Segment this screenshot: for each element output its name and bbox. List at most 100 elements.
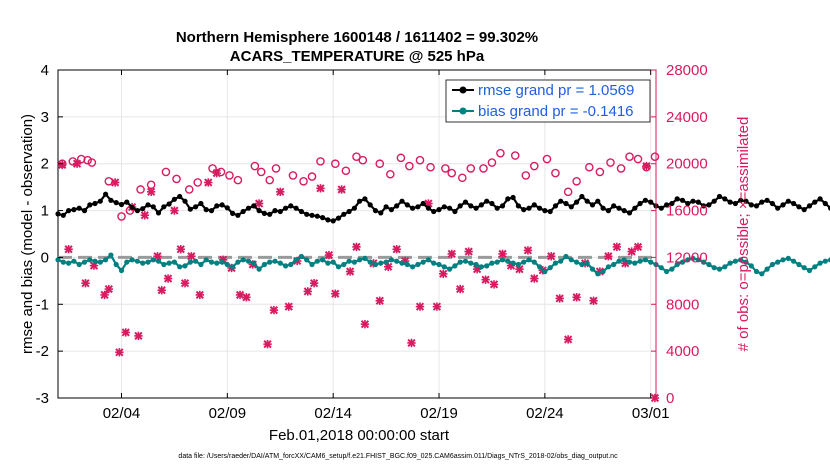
rmse-point: [177, 193, 183, 200]
obs-assimilated-marker: [180, 279, 190, 288]
obs-assimilated-marker: [163, 274, 173, 283]
bias-point: [145, 259, 151, 265]
bias-point: [685, 257, 691, 263]
obs-assimilated-marker: [81, 279, 90, 288]
bias-point: [325, 260, 331, 266]
bias-point: [489, 260, 495, 266]
rmse-point: [203, 207, 209, 213]
x-tick-label: 02/09: [209, 405, 247, 422]
bias-point: [669, 266, 675, 272]
rmse-point: [748, 202, 754, 208]
bias-point: [171, 259, 177, 265]
rmse-point: [785, 198, 791, 204]
bias-point: [150, 257, 156, 263]
rmse-point: [92, 200, 98, 207]
bias-point: [251, 260, 257, 266]
bias-point: [383, 259, 389, 265]
obs-possible-marker: [316, 157, 325, 166]
obs-assimilated-marker: [612, 242, 622, 252]
rmse-point: [753, 203, 760, 209]
chart-title-line1: Northern Hemisphere 1600148 / 1611402 = …: [176, 29, 538, 46]
rmse-point: [140, 206, 146, 212]
obs-possible-marker: [341, 166, 351, 176]
bias-point: [235, 259, 241, 265]
bias-point: [388, 257, 394, 263]
bias-point: [420, 259, 426, 265]
obs-possible-marker: [250, 161, 260, 171]
obs-assimilated-marker: [324, 250, 334, 260]
rmse-point: [129, 204, 135, 210]
rmse-point: [272, 208, 278, 214]
obs-assimilated-marker: [121, 328, 130, 337]
rmse-point: [71, 207, 77, 213]
y-right-tick-label: 8000: [666, 296, 699, 313]
obs-assimilated-marker: [627, 247, 636, 256]
rmse-point: [60, 212, 66, 218]
rmse-point: [97, 198, 103, 204]
obs-possible-marker: [299, 176, 308, 186]
obs-possible-marker: [426, 162, 435, 172]
rmse-point: [330, 218, 336, 224]
rmse-point: [568, 204, 574, 210]
obs-possible-marker: [288, 171, 298, 180]
obs-assimilated-marker: [263, 339, 272, 349]
rmse-point: [695, 199, 701, 205]
rmse-point: [626, 210, 633, 216]
rmse-point: [637, 200, 643, 207]
obs-assimilated-marker: [432, 302, 442, 311]
rmse-point: [351, 205, 357, 211]
bias-point: [198, 261, 204, 268]
bias-point: [584, 260, 590, 266]
rmse-point: [812, 199, 818, 205]
obs-possible-marker: [233, 175, 243, 185]
rmse-point: [791, 200, 797, 207]
obs-possible-marker: [225, 171, 234, 180]
rmse-point: [584, 198, 590, 204]
bias-point: [245, 258, 252, 264]
rmse-point: [542, 208, 548, 214]
bias-point: [410, 264, 416, 270]
bias-point: [605, 264, 612, 270]
bias-point: [589, 266, 596, 272]
rmse-point: [775, 205, 781, 211]
obs-possible-marker: [256, 167, 266, 177]
bias-point: [759, 271, 765, 277]
bias-point: [92, 258, 98, 264]
bias-point: [706, 261, 712, 268]
legend-rmse-label: rmse grand pr = 1.0569: [478, 82, 634, 99]
rmse-point: [87, 202, 93, 208]
bias-point: [505, 258, 511, 264]
obs-assimilated-marker: [195, 290, 205, 300]
y-right-tick-label: 28000: [666, 62, 708, 79]
obs-possible-marker: [117, 212, 126, 221]
obs-assimilated-marker: [100, 290, 109, 300]
rmse-point: [288, 203, 294, 209]
rmse-point: [632, 205, 638, 211]
bias-point: [738, 257, 744, 263]
obs-possible-marker: [386, 169, 395, 179]
bias-point: [563, 253, 569, 260]
bias-point: [817, 260, 823, 266]
rmse-point: [499, 203, 506, 209]
obs-assimilated-marker: [547, 252, 556, 261]
bias-point: [595, 271, 601, 277]
rmse-point: [171, 196, 177, 202]
rmse-point: [526, 205, 532, 211]
obs-assimilated-marker: [555, 294, 564, 303]
y-right-tick-label: 24000: [666, 109, 708, 126]
rmse-point: [796, 204, 802, 210]
bias-point: [552, 260, 559, 266]
rmse-point: [531, 202, 537, 208]
bias-point: [547, 265, 553, 271]
bias-point: [166, 260, 172, 266]
bias-point: [447, 266, 453, 272]
rmse-point: [664, 202, 670, 208]
obs-assimilated-marker: [604, 252, 613, 261]
bias-point: [478, 264, 484, 270]
rmse-point: [251, 203, 257, 209]
bias-point: [399, 260, 405, 266]
rmse-point: [372, 208, 379, 214]
rmse-point: [161, 204, 167, 210]
rmse-point: [711, 198, 717, 204]
rmse-point: [494, 205, 500, 211]
